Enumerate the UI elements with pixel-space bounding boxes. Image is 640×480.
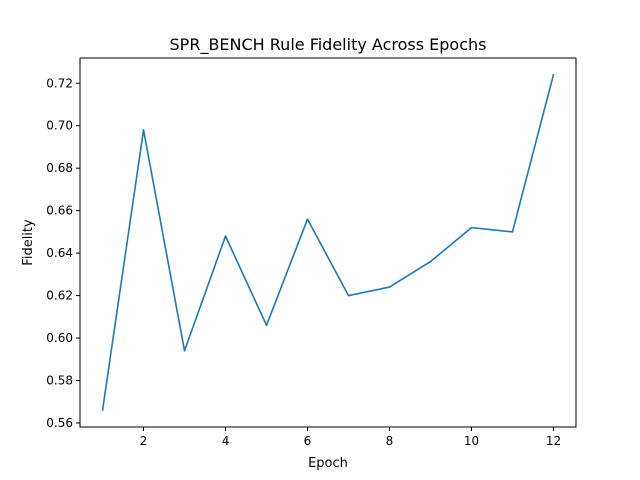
- data-point: [306, 218, 309, 220]
- data-point: [101, 409, 104, 412]
- y-tick-label: 0.56: [46, 416, 73, 430]
- y-tick-label: 0.72: [46, 76, 73, 90]
- y-tick-label: 0.66: [46, 204, 73, 218]
- data-point: [224, 235, 227, 237]
- x-tick-label: 12: [546, 434, 561, 448]
- x-tick-label: 4: [222, 434, 230, 448]
- y-axis-label: Fidelity: [21, 219, 36, 266]
- plot-area: 2 4 6 8 10 12 0.56 0.58 0.60 0.62 0.64 0.66 0.68 0.7…: [46, 57, 577, 448]
- x-axis-label: Epoch: [308, 456, 348, 471]
- data-point: [388, 286, 391, 288]
- data-point: [142, 129, 145, 131]
- series-line: [101, 74, 555, 411]
- data-point: [183, 349, 186, 352]
- data-point: [552, 73, 555, 76]
- y-tick-label: 0.68: [46, 161, 73, 175]
- series-layer: [101, 73, 555, 412]
- data-point: [511, 231, 514, 233]
- data-point: [265, 324, 268, 327]
- y-tick-label: 0.62: [46, 289, 73, 303]
- x-tick-label: 6: [304, 434, 312, 448]
- y-tick-label: 0.70: [46, 119, 73, 133]
- y-tick-label: 0.64: [46, 246, 73, 260]
- x-axis: 2 4 6 8 10 12: [140, 427, 561, 448]
- y-tick-label: 0.58: [46, 374, 73, 388]
- data-point: [470, 226, 473, 229]
- x-tick-label: 10: [464, 434, 479, 448]
- data-point: [429, 260, 432, 263]
- y-axis: 0.56 0.58 0.60 0.62 0.64 0.66 0.68 0.70 0.72: [46, 76, 80, 430]
- x-tick-label: 2: [140, 434, 148, 448]
- data-point: [347, 294, 350, 297]
- plot-frame: [79, 57, 577, 428]
- chart-title: SPR_BENCH Rule Fidelity Across Epochs: [170, 35, 487, 55]
- x-tick-label: 8: [386, 434, 394, 448]
- y-tick-label: 0.60: [46, 331, 73, 345]
